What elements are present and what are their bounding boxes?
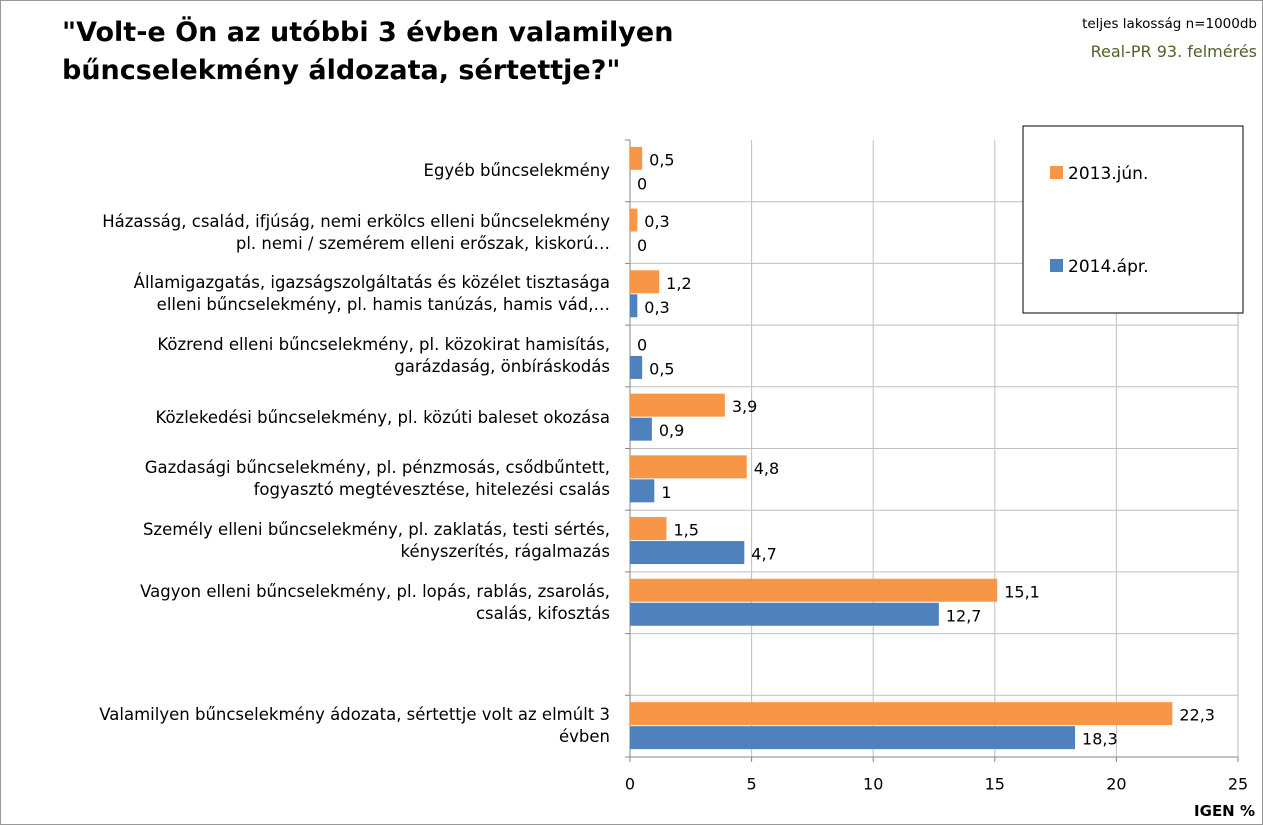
bar bbox=[630, 208, 638, 232]
data-label: 0,5 bbox=[649, 359, 674, 378]
bar bbox=[630, 455, 747, 479]
data-label: 0,5 bbox=[649, 150, 674, 169]
data-label: 18,3 bbox=[1082, 730, 1118, 749]
y-tick-label: Személy elleni bűncselekmény, pl. zaklat… bbox=[142, 520, 610, 562]
data-label: 0 bbox=[637, 335, 647, 354]
bar bbox=[630, 578, 998, 602]
data-label: 0 bbox=[637, 236, 647, 255]
bar bbox=[630, 270, 660, 294]
y-tick-label: Vagyon elleni bűncselekmény, pl. lopás, … bbox=[140, 581, 610, 623]
x-tick-label: 25 bbox=[1228, 775, 1248, 794]
data-label: 1,2 bbox=[666, 274, 691, 293]
data-label: 22,3 bbox=[1179, 706, 1215, 725]
subtitle: teljes lakosság n=1000db bbox=[1082, 16, 1257, 32]
legend-box bbox=[1022, 125, 1244, 314]
bar bbox=[630, 602, 939, 626]
data-label: 1,5 bbox=[673, 521, 698, 540]
legend-label: 2014.ápr. bbox=[1068, 257, 1149, 277]
legend-label: 2013.jún. bbox=[1068, 164, 1148, 184]
data-label: 4,7 bbox=[751, 545, 776, 564]
y-tick-label: Egyéb bűncselekmény bbox=[423, 160, 610, 180]
data-label: 0,9 bbox=[659, 421, 684, 440]
data-label: 12,7 bbox=[946, 606, 982, 625]
data-label: 15,1 bbox=[1004, 582, 1040, 601]
y-tick-label: Közrend elleni bűncselekmény, pl. közoki… bbox=[157, 334, 610, 376]
bar bbox=[630, 393, 725, 417]
x-tick-label: 10 bbox=[863, 775, 883, 794]
data-label: 1 bbox=[661, 483, 671, 502]
y-tick-label: Gazdasági bűncselekmény, pl. pénzmosás, … bbox=[144, 458, 610, 500]
bar bbox=[630, 479, 655, 503]
data-label: 3,9 bbox=[732, 397, 757, 416]
y-tick-label: Házasság, család, ifjúság, nemi erkölcs … bbox=[102, 211, 610, 253]
bar bbox=[630, 541, 745, 565]
data-label: 4,8 bbox=[754, 459, 779, 478]
y-tick-label: Államigazgatás, igazságszolgáltatás és k… bbox=[133, 273, 610, 315]
bar bbox=[630, 702, 1173, 726]
x-tick-label: 20 bbox=[1106, 775, 1126, 794]
x-tick-label: 0 bbox=[625, 775, 635, 794]
legend-swatch bbox=[1050, 166, 1063, 179]
bar bbox=[630, 517, 667, 541]
bar bbox=[630, 355, 643, 379]
bar bbox=[630, 146, 643, 170]
x-axis-label: IGEN % bbox=[1194, 802, 1255, 820]
bar bbox=[630, 417, 652, 441]
x-tick-label: 5 bbox=[747, 775, 757, 794]
data-label: 0,3 bbox=[644, 298, 669, 317]
bar bbox=[630, 726, 1076, 750]
data-label: 0,3 bbox=[644, 212, 669, 231]
y-tick-label: Közlekedési bűncselekmény, pl. közúti ba… bbox=[155, 407, 610, 427]
x-tick-label: 15 bbox=[985, 775, 1005, 794]
chart-title: "Volt-e Ön az utóbbi 3 évben valamilyen … bbox=[62, 17, 674, 86]
y-tick-label: Valamilyen bűncselekmény ádozata, sértet… bbox=[99, 705, 610, 747]
annotation: Real-PR 93. felmérés bbox=[1090, 42, 1257, 61]
bar bbox=[630, 294, 638, 318]
legend-swatch bbox=[1050, 259, 1063, 272]
data-label: 0 bbox=[637, 174, 647, 193]
